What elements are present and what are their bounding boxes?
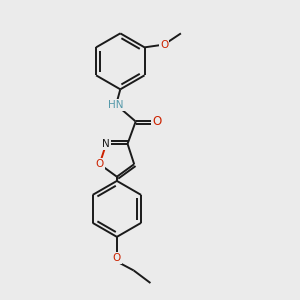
- Text: O: O: [95, 159, 104, 169]
- Text: O: O: [113, 253, 121, 263]
- Text: O: O: [160, 40, 168, 50]
- Text: O: O: [152, 115, 161, 128]
- Text: N: N: [102, 139, 110, 149]
- Text: HN: HN: [108, 100, 124, 110]
